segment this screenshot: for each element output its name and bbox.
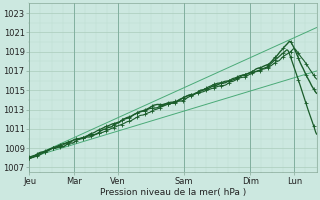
X-axis label: Pression niveau de la mer( hPa ): Pression niveau de la mer( hPa ) — [100, 188, 246, 197]
